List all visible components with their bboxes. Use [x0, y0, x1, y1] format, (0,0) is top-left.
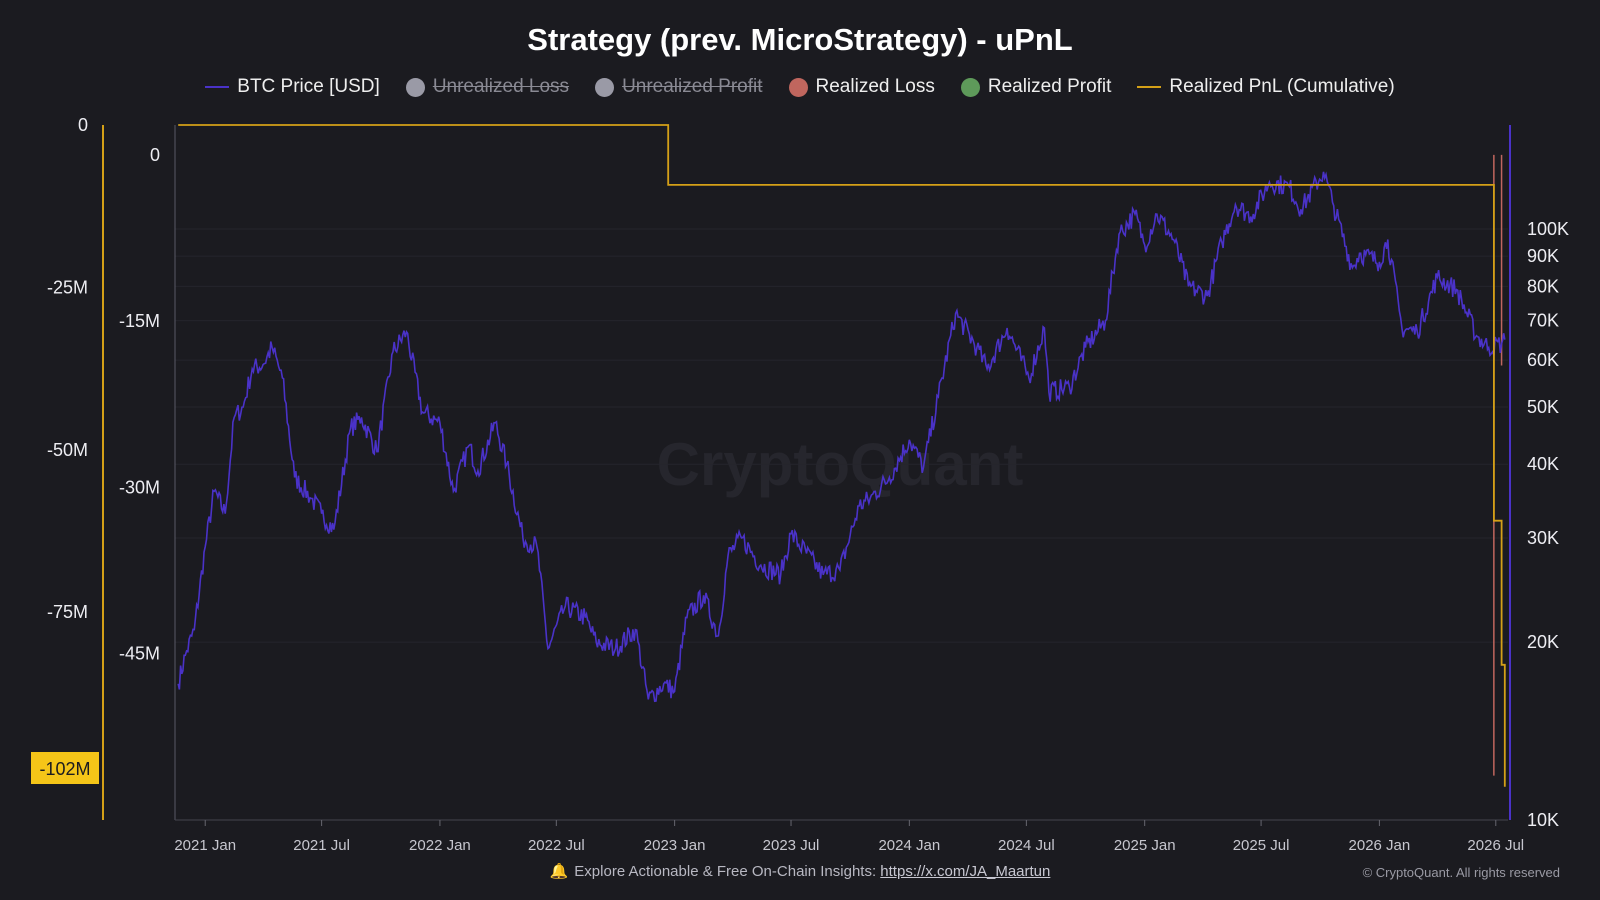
x-axis-tick-label: 2023 Jul [763, 837, 820, 854]
right-axis-tick-label: 90K [1527, 246, 1559, 266]
axes [102, 125, 1511, 826]
x-axis-tick-label: 2022 Jan [409, 837, 471, 854]
legend-item[interactable]: Realized Profit [960, 76, 1112, 98]
right-axis-tick-label: 100K [1527, 219, 1569, 239]
inner-axis-tick-label: -15M [119, 311, 160, 331]
right-axis-tick-label: 60K [1527, 350, 1559, 370]
legend-swatch [960, 77, 980, 97]
inner-axis-tick-label: -30M [119, 477, 160, 497]
x-axis-tick-label: 2024 Jul [998, 837, 1055, 854]
outer-axis-tick-label: 0 [78, 115, 88, 135]
x-axis-tick-label: 2025 Jan [1114, 837, 1176, 854]
footer-link[interactable]: https://x.com/JA_Maartun [880, 863, 1051, 880]
legend-item[interactable]: Realized PnL (Cumulative) [1137, 76, 1395, 98]
x-axis-tick-label: 2022 Jul [528, 837, 585, 854]
legend-item[interactable]: Realized Loss [788, 76, 935, 98]
current-value-badge [31, 752, 99, 784]
legend-swatch [405, 77, 425, 97]
legend-swatch [788, 77, 808, 97]
bell-icon: 🔔 [549, 863, 569, 880]
right-axis-tick-label: 80K [1527, 276, 1559, 296]
outer-axis-tick-label: -25M [47, 277, 88, 297]
legend-swatch [1137, 86, 1162, 88]
chart-title: Strategy (prev. MicroStrategy) - uPnL [527, 22, 1073, 57]
legend-label: Unrealized Loss [432, 76, 570, 97]
x-axis-tick-label: 2021 Jul [293, 837, 350, 854]
series-layer [177, 124, 1506, 787]
legend-label: Realized Profit [987, 76, 1112, 97]
axis-labels: 100K 90K 80K 70K 60K 50K 40K 30K 20K 10K 0 -15M -30M… [31, 115, 1569, 854]
outer-axis-tick-label: -50M [47, 440, 88, 460]
x-axis-tick-label: 2021 Jan [174, 837, 236, 854]
right-axis-tick-label: 70K [1527, 311, 1559, 331]
legend-label: BTC Price [USD] [237, 76, 380, 97]
right-axis-tick-label: 20K [1527, 632, 1559, 652]
outer-axis-tick-label: -75M [47, 602, 88, 622]
right-axis-tick-label: 50K [1527, 397, 1559, 417]
gridlines: CryptoQuant [175, 228, 1508, 821]
right-axis-tick-label: 40K [1527, 454, 1559, 474]
legend-swatch [205, 86, 230, 88]
x-axis-tick-label: 2023 Jan [644, 837, 706, 854]
legend-label: Unrealized Profit [622, 76, 763, 97]
x-axis-tick-label: 2024 Jan [878, 837, 940, 854]
legend-item[interactable]: Unrealized Loss [405, 76, 570, 98]
legend-label: Realized Loss [815, 76, 935, 97]
inner-axis-tick-label: 0 [150, 145, 160, 165]
legend-item[interactable]: Unrealized Profit [595, 76, 763, 98]
x-axis-tick-label: 2026 Jul [1467, 837, 1524, 854]
footer-text: Explore Actionable & Free On-Chain Insig… [574, 863, 877, 880]
current-value-label: -102M [39, 759, 90, 779]
x-axis-tick-label: 2026 Jan [1349, 837, 1411, 854]
legend-item[interactable]: BTC Price [USD] [205, 76, 380, 98]
x-axis-tick-label: 2025 Jul [1233, 837, 1290, 854]
legend-label: Realized PnL (Cumulative) [1169, 76, 1395, 97]
inner-axis-tick-label: -45M [119, 644, 160, 664]
footer: 🔔 Explore Actionable & Free On-Chain Insi… [0, 862, 1600, 880]
right-axis-tick-label: 10K [1527, 810, 1559, 830]
copyright: © CryptoQuant. All rights reserved [1362, 865, 1560, 880]
realized-pnl-cumulative-line [178, 124, 1506, 787]
right-axis-tick-label: 30K [1527, 528, 1559, 548]
legend-swatch [595, 77, 615, 97]
chart-legend: BTC Price [USD] Unrealized Loss Unrealized… [0, 76, 1600, 98]
